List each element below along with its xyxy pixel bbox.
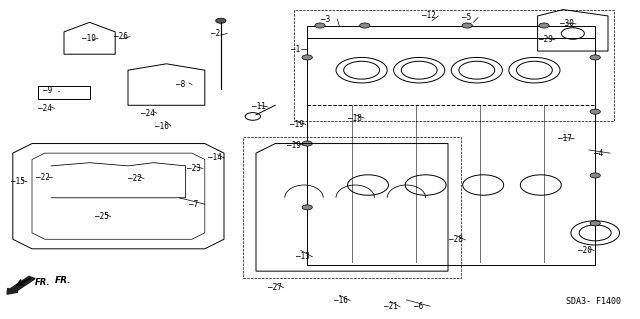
Text: —18: —18 (348, 114, 362, 122)
Text: —6: —6 (414, 302, 423, 311)
Text: —24: —24 (141, 109, 155, 118)
Text: —23: —23 (187, 164, 201, 173)
Circle shape (590, 173, 600, 178)
Text: —2: —2 (211, 29, 220, 38)
Text: —10: —10 (82, 34, 96, 43)
Text: —20: —20 (578, 246, 592, 255)
Text: —19: —19 (287, 141, 301, 150)
Circle shape (590, 109, 600, 114)
Text: —28: —28 (449, 235, 463, 244)
Text: —9: —9 (43, 86, 52, 95)
Text: —29: —29 (539, 35, 553, 44)
Circle shape (539, 23, 549, 28)
Text: —21: —21 (384, 302, 398, 311)
Text: —4: —4 (594, 149, 603, 158)
Text: —3: —3 (321, 15, 330, 24)
Circle shape (360, 23, 370, 28)
Circle shape (590, 221, 600, 226)
Text: —16: —16 (334, 296, 348, 305)
Circle shape (302, 141, 312, 146)
Text: FR.: FR. (35, 278, 51, 287)
Text: —17: —17 (558, 134, 572, 143)
Text: —1: —1 (291, 45, 300, 54)
Text: —22: —22 (36, 173, 51, 182)
Circle shape (302, 205, 312, 210)
Text: —16: —16 (155, 122, 169, 130)
Text: —8: —8 (176, 80, 185, 89)
Text: —5: —5 (462, 13, 471, 22)
Text: —7: —7 (189, 200, 198, 209)
Text: —25: —25 (95, 212, 109, 221)
Circle shape (462, 23, 472, 28)
Text: SDA3- F1400: SDA3- F1400 (566, 297, 621, 306)
Text: —12: —12 (422, 11, 436, 20)
Text: —15: —15 (11, 177, 25, 186)
Text: —11: —11 (252, 102, 266, 111)
Text: —30: —30 (560, 19, 574, 28)
Text: —24: —24 (38, 104, 52, 113)
Text: —14: —14 (208, 153, 222, 162)
Text: —26: —26 (114, 32, 128, 41)
Text: —27: —27 (268, 283, 282, 292)
Circle shape (590, 55, 600, 60)
Circle shape (302, 55, 312, 60)
Text: —22: —22 (128, 174, 142, 183)
Text: —13: —13 (296, 252, 310, 261)
Text: FR.: FR. (54, 276, 71, 285)
Circle shape (216, 18, 226, 23)
FancyArrow shape (7, 276, 35, 294)
Circle shape (315, 23, 325, 28)
Text: —19: —19 (290, 120, 304, 129)
